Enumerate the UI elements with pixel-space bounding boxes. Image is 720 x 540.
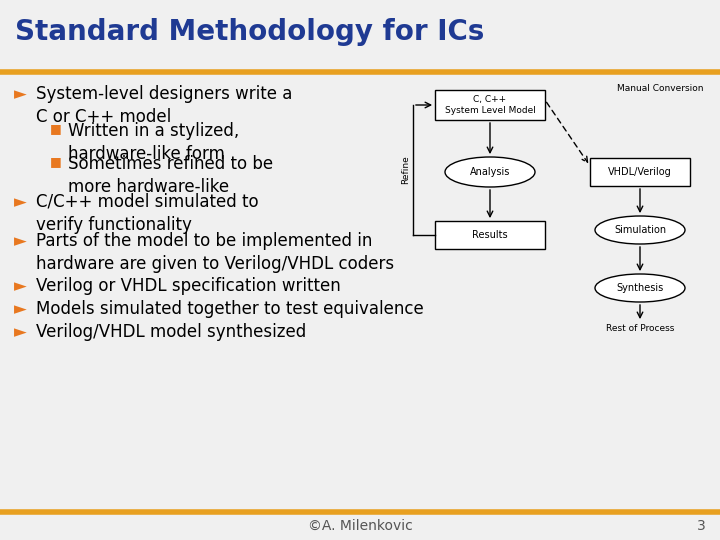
Ellipse shape xyxy=(595,274,685,302)
Text: Sometimes refined to be
more hardware-like: Sometimes refined to be more hardware-li… xyxy=(68,155,273,196)
FancyBboxPatch shape xyxy=(435,221,545,249)
Text: Parts of the model to be implemented in
hardware are given to Verilog/VHDL coder: Parts of the model to be implemented in … xyxy=(36,232,394,273)
Text: Verilog or VHDL specification written: Verilog or VHDL specification written xyxy=(36,277,341,295)
Text: ►: ► xyxy=(14,323,27,341)
Ellipse shape xyxy=(445,157,535,187)
Text: Results: Results xyxy=(472,230,508,240)
FancyBboxPatch shape xyxy=(590,158,690,186)
Text: Written in a stylized,
hardware-like form: Written in a stylized, hardware-like for… xyxy=(68,122,239,163)
Text: ►: ► xyxy=(14,277,27,295)
Text: ►: ► xyxy=(14,85,27,103)
Text: ►: ► xyxy=(14,300,27,318)
Text: Verilog/VHDL model synthesized: Verilog/VHDL model synthesized xyxy=(36,323,306,341)
Text: ►: ► xyxy=(14,193,27,211)
Text: Rest of Process: Rest of Process xyxy=(606,324,674,333)
Text: Synthesis: Synthesis xyxy=(616,283,664,293)
Text: ►: ► xyxy=(14,232,27,250)
Text: Manual Conversion: Manual Conversion xyxy=(617,84,703,93)
Text: System-level designers write a
C or C++ model: System-level designers write a C or C++ … xyxy=(36,85,292,126)
Text: ■: ■ xyxy=(50,155,62,168)
Text: VHDL/Verilog: VHDL/Verilog xyxy=(608,167,672,177)
Text: ■: ■ xyxy=(50,122,62,135)
Text: Models simulated together to test equivalence: Models simulated together to test equiva… xyxy=(36,300,424,318)
Text: Refine: Refine xyxy=(401,156,410,184)
Text: Simulation: Simulation xyxy=(614,225,666,235)
Text: 3: 3 xyxy=(697,519,706,533)
Text: ©A. Milenkovic: ©A. Milenkovic xyxy=(307,519,413,533)
Text: C, C++
System Level Model: C, C++ System Level Model xyxy=(444,95,536,114)
Text: C/C++ model simulated to
verify functionality: C/C++ model simulated to verify function… xyxy=(36,193,258,234)
Text: Analysis: Analysis xyxy=(470,167,510,177)
Ellipse shape xyxy=(595,216,685,244)
FancyBboxPatch shape xyxy=(435,90,545,120)
Text: Standard Methodology for ICs: Standard Methodology for ICs xyxy=(15,18,485,46)
